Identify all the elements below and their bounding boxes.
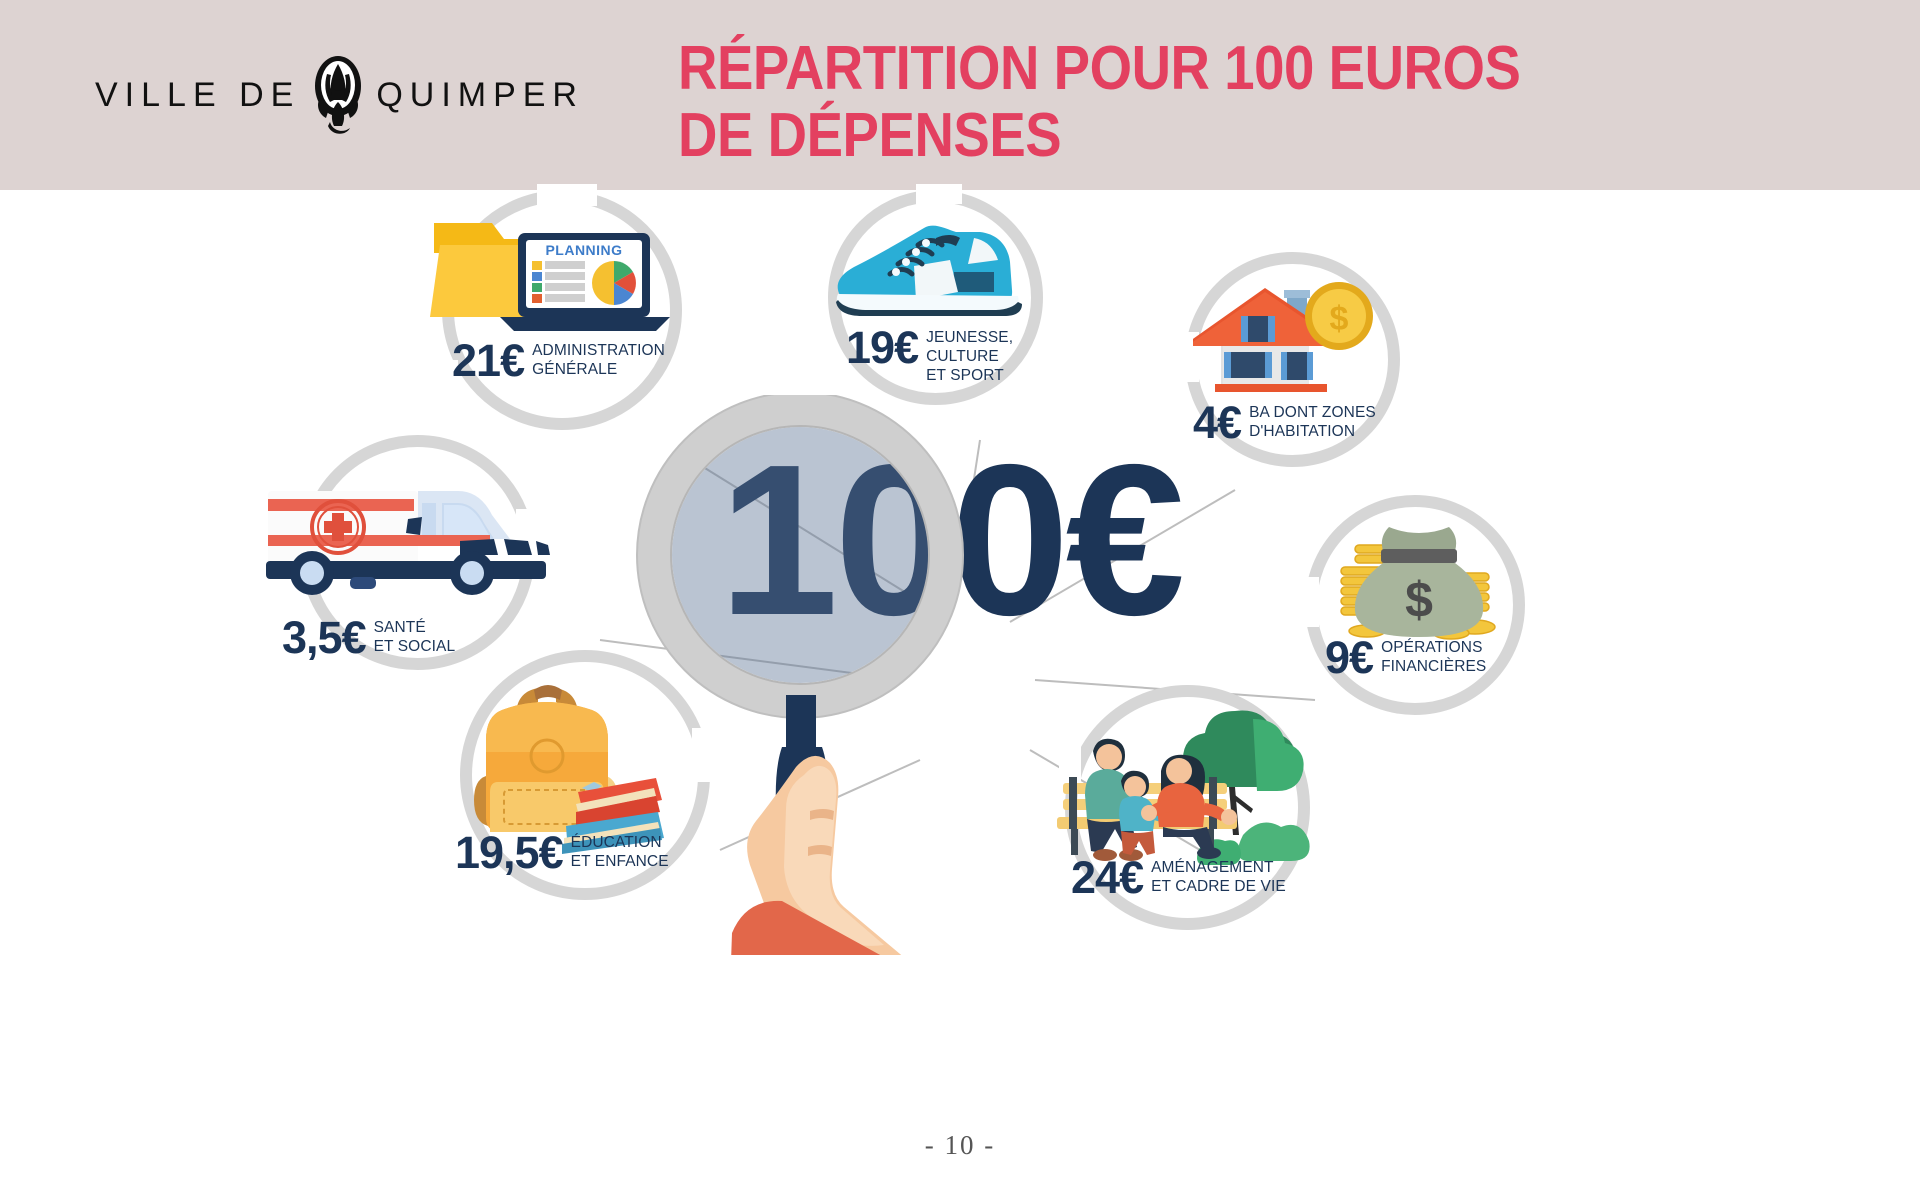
amount-sante: 3,5€ bbox=[282, 612, 367, 663]
amount-jeunesse: 19€ bbox=[846, 322, 919, 373]
category-amenagement: AMÉNAGEMENT ET CADRE DE VIE bbox=[1151, 859, 1286, 895]
ring-gap-mask bbox=[1299, 577, 1319, 627]
house-with-coin-icon: $ bbox=[1183, 280, 1398, 400]
ring-gap-mask bbox=[916, 184, 962, 204]
amount-habitation: 4€ bbox=[1193, 397, 1242, 448]
node-jeunesse[interactable]: 19€ JEUNESSE, CULTURE ET SPORT bbox=[828, 184, 1058, 420]
label-administration: 21€ ADMINISTRATION GÉNÉRALE bbox=[452, 338, 665, 383]
ring-gap-mask bbox=[692, 728, 714, 782]
infographic-canvas: PLANNING bbox=[0, 184, 1920, 1201]
category-financieres: OPÉRATIONS FINANCIÈRES bbox=[1381, 639, 1487, 675]
family-on-park-bench-icon bbox=[1057, 695, 1312, 875]
amount-education: 19,5€ bbox=[455, 827, 564, 878]
label-education: 19,5€ ÉDUCATION ET ENFANCE bbox=[455, 830, 669, 875]
amount-administration: 21€ bbox=[452, 335, 525, 386]
magnifying-glass-icon bbox=[600, 391, 1020, 1009]
label-jeunesse: 19€ JEUNESSE, CULTURE ET SPORT bbox=[846, 325, 1058, 386]
page-header: VILLE DE QUIMPER RÉPARTITION POUR 100 EU… bbox=[0, 0, 1920, 190]
money-bag-coins-icon: $ bbox=[1323, 515, 1518, 645]
node-administration[interactable]: PLANNING bbox=[430, 184, 702, 450]
category-jeunesse: JEUNESSE, CULTURE ET SPORT bbox=[926, 329, 1014, 384]
page-number: - 10 - bbox=[924, 1130, 996, 1160]
amount-amenagement: 24€ bbox=[1071, 852, 1144, 903]
svg-text:$: $ bbox=[1330, 300, 1349, 338]
node-amenagement[interactable]: 24€ AMÉNAGEMENT ET CADRE DE VIE bbox=[1057, 685, 1325, 945]
node-financieres[interactable]: $ 9€ OPÉRATIONS FINANCIÈRES bbox=[1299, 495, 1540, 730]
label-sante: 3,5€ SANTÉ ET SOCIAL bbox=[282, 615, 455, 660]
node-sante[interactable]: 3,5€ SANTÉ ET SOCIAL bbox=[266, 435, 550, 685]
category-administration: ADMINISTRATION GÉNÉRALE bbox=[532, 342, 665, 378]
svg-text:PLANNING: PLANNING bbox=[545, 242, 622, 258]
ring-gap-mask bbox=[1059, 735, 1081, 785]
amount-financieres: 9€ bbox=[1325, 632, 1374, 683]
label-habitation: 4€ BA DONT ZONES D'HABITATION bbox=[1193, 400, 1376, 445]
laptop-planning-folder-icon: PLANNING bbox=[422, 205, 672, 345]
sneaker-icon bbox=[832, 220, 1037, 325]
ring-gap-mask bbox=[537, 184, 597, 206]
title-line-1: RÉPARTITION POUR 100 EUROS bbox=[678, 34, 1521, 103]
city-logo: VILLE DE QUIMPER bbox=[95, 52, 584, 138]
logo-text-left: VILLE DE bbox=[95, 76, 301, 114]
category-habitation: BA DONT ZONES D'HABITATION bbox=[1249, 404, 1376, 440]
logo-text-right: QUIMPER bbox=[376, 76, 584, 114]
quimper-crest-icon bbox=[302, 52, 374, 138]
node-education[interactable]: 19,5€ ÉDUCATION ET ENFANCE bbox=[455, 650, 730, 920]
page-title: RÉPARTITION POUR 100 EUROS DE DÉPENSES bbox=[678, 34, 1646, 170]
title-line-2: DE DÉPENSES bbox=[678, 100, 1062, 170]
ring-gap-mask-2 bbox=[436, 360, 458, 420]
label-amenagement: 24€ AMÉNAGEMENT ET CADRE DE VIE bbox=[1071, 855, 1286, 900]
category-education: ÉDUCATION ET ENFANCE bbox=[570, 834, 669, 870]
ambulance-icon bbox=[254, 473, 554, 603]
backpack-books-icon bbox=[460, 670, 710, 855]
svg-text:$: $ bbox=[1405, 572, 1433, 628]
label-financieres: 9€ OPÉRATIONS FINANCIÈRES bbox=[1325, 635, 1486, 680]
category-sante: SANTÉ ET SOCIAL bbox=[373, 619, 456, 655]
node-habitation[interactable]: $ 4€ BA DONT ZONES D'HABITATION bbox=[1179, 252, 1415, 482]
